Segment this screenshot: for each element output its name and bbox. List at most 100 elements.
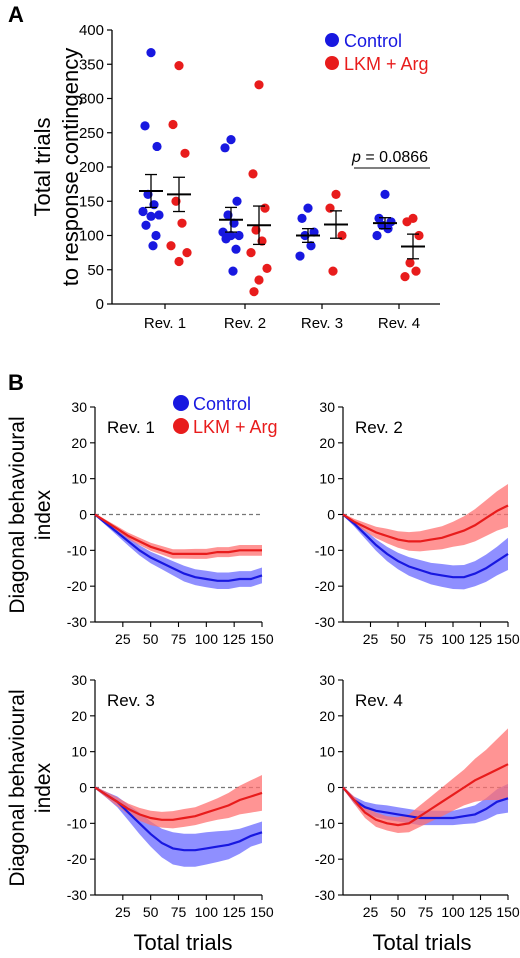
legend-a-lkm-label: LKM + Arg bbox=[344, 54, 429, 74]
legend-a-lkm-marker bbox=[325, 56, 339, 70]
lkm-point bbox=[260, 203, 270, 213]
lkm-point bbox=[414, 230, 424, 241]
panel-b-label: B bbox=[8, 370, 24, 395]
lkm-point bbox=[402, 217, 412, 227]
b-subplot-2: -30 -20 -10 0 10 20 30 25 50 75 100 125 150 Rev. 2 bbox=[315, 399, 520, 647]
control-point bbox=[138, 206, 148, 217]
b-y-tick-label: 10 bbox=[319, 744, 335, 760]
b-subplot-3: -30 -20 -10 0 10 20 30 25 50 75 100 125 150 Rev. 3 bbox=[67, 672, 274, 920]
b-y-tick-label: 0 bbox=[79, 507, 87, 523]
lkm-point bbox=[328, 266, 338, 276]
b-y-tick-label: -30 bbox=[67, 614, 87, 630]
b-x-tick-label: 150 bbox=[250, 631, 274, 647]
control-point bbox=[229, 218, 239, 228]
a-x-tick-label: Rev. 3 bbox=[301, 315, 343, 332]
control-point bbox=[228, 266, 238, 276]
b-subplot-title: Rev. 2 bbox=[355, 418, 403, 437]
b-y-tick-label: 10 bbox=[319, 471, 335, 487]
p-symbol: p bbox=[351, 149, 361, 166]
b-top-ylabel-line1: Diagonal behavioural bbox=[6, 416, 29, 613]
lkm-point bbox=[262, 263, 272, 273]
legend-b-control-label: Control bbox=[193, 394, 251, 414]
lkm-point bbox=[174, 256, 184, 267]
b-y-tick-label: 10 bbox=[71, 744, 87, 760]
a-y-tick-label: 250 bbox=[79, 125, 104, 142]
lkm-error-band bbox=[95, 513, 262, 559]
a-x-tick-label: Rev. 2 bbox=[224, 315, 266, 332]
legend-a-control-label: Control bbox=[344, 31, 402, 51]
a-y-tick-label: 0 bbox=[96, 296, 104, 313]
lkm-point bbox=[180, 148, 190, 158]
b-x-tick-label: 50 bbox=[390, 904, 406, 920]
control-point bbox=[380, 189, 390, 199]
b-top-ylabel-line2: index bbox=[32, 489, 55, 540]
control-point bbox=[143, 189, 153, 199]
lkm-error-band bbox=[95, 775, 262, 829]
b-y-tick-label: 20 bbox=[71, 435, 87, 451]
b-x-tick-label: 125 bbox=[469, 631, 493, 647]
control-mean-line bbox=[342, 513, 509, 579]
control-point bbox=[152, 141, 162, 152]
b-y-tick-label: 0 bbox=[79, 780, 87, 796]
b-x-tick-label: 100 bbox=[441, 904, 465, 920]
a-x-tick-label: Rev. 4 bbox=[378, 315, 420, 332]
lkm-point bbox=[411, 266, 421, 276]
b-y-tick-label: -20 bbox=[67, 851, 87, 867]
panel-a-ylabel-line2: to response contingency bbox=[58, 48, 83, 287]
control-error-band bbox=[95, 513, 262, 589]
b-x-tick-label: 75 bbox=[171, 631, 187, 647]
b-left-xlabel: Total trials bbox=[133, 930, 232, 955]
b-x-tick-label: 50 bbox=[143, 904, 159, 920]
lkm-point bbox=[166, 241, 176, 251]
legend-b-control-marker bbox=[173, 395, 189, 411]
legend-a-control-marker bbox=[325, 33, 339, 47]
control-error-band bbox=[343, 513, 508, 590]
a-y-tick-label: 100 bbox=[79, 228, 104, 245]
b-x-tick-label: 150 bbox=[250, 904, 274, 920]
control-point bbox=[372, 230, 382, 241]
legend-b-lkm-label: LKM + Arg bbox=[193, 417, 278, 437]
control-point bbox=[223, 210, 233, 220]
b-y-tick-label: -10 bbox=[67, 542, 87, 558]
b-y-tick-label: 0 bbox=[327, 780, 335, 796]
b-x-tick-label: 50 bbox=[143, 631, 159, 647]
control-point bbox=[374, 213, 384, 223]
b-y-tick-label: -10 bbox=[315, 815, 335, 831]
b-y-tick-label: -10 bbox=[315, 542, 335, 558]
b-x-tick-label: 25 bbox=[115, 904, 131, 920]
panel-a-chart: 0 50 100 150 200 250 300 350 400 Rev. 1 Rev. 2 Rev.… bbox=[79, 22, 440, 332]
b-x-tick-label: 125 bbox=[469, 904, 493, 920]
a-y-tick-label: 50 bbox=[87, 262, 104, 279]
lkm-point bbox=[400, 272, 410, 282]
b-x-tick-label: 25 bbox=[363, 631, 379, 647]
control-point bbox=[234, 230, 244, 241]
b-y-tick-label: -10 bbox=[67, 815, 87, 831]
lkm-point bbox=[257, 236, 267, 246]
p-value-annotation: p = 0.0866 bbox=[351, 149, 428, 166]
control-mean-line bbox=[94, 786, 263, 852]
b-y-tick-label: -30 bbox=[67, 887, 87, 903]
b-subplot-4: -30 -20 -10 0 10 20 30 25 50 75 100 125 150 Rev. 4 bbox=[315, 672, 520, 920]
panel-a-label: A bbox=[8, 2, 24, 27]
b-y-tick-label: -30 bbox=[315, 614, 335, 630]
b-subplot-title: Rev. 1 bbox=[107, 418, 155, 437]
lkm-mean-line bbox=[94, 513, 262, 556]
b-x-tick-label: 75 bbox=[418, 904, 434, 920]
control-point bbox=[306, 241, 316, 251]
b-y-tick-label: 0 bbox=[327, 507, 335, 523]
lkm-point bbox=[246, 248, 256, 258]
lkm-mean-line bbox=[94, 786, 263, 821]
lkm-point bbox=[254, 275, 264, 285]
control-point bbox=[146, 211, 156, 221]
b-y-tick-label: 30 bbox=[71, 399, 87, 415]
control-point bbox=[151, 230, 161, 241]
a-y-tick-label: 400 bbox=[79, 22, 104, 39]
control-point bbox=[146, 48, 156, 58]
control-mean-line bbox=[94, 513, 263, 582]
b-y-tick-label: -20 bbox=[315, 851, 335, 867]
lkm-point bbox=[254, 80, 264, 90]
lkm-mean-line bbox=[342, 763, 509, 827]
b-x-tick-label: 25 bbox=[115, 631, 131, 647]
